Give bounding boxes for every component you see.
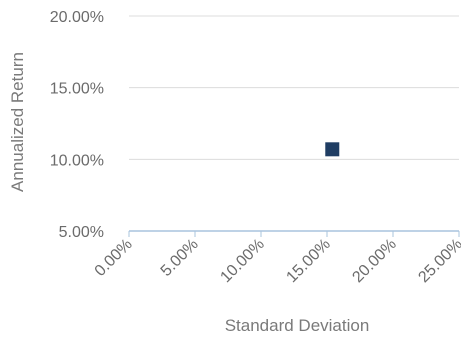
data-points [325, 142, 340, 157]
x-axis-title: Standard Deviation [225, 316, 370, 335]
y-tick-label: 10.00% [50, 152, 104, 169]
x-tick-label: 0.00% [92, 236, 136, 280]
x-axis [128, 230, 460, 237]
x-tick-label: 25.00% [415, 236, 461, 286]
data-point [325, 142, 340, 157]
x-tick-label: 10.00% [217, 236, 267, 286]
x-tick-label: 15.00% [283, 236, 333, 286]
y-tick-label: 20.00% [50, 9, 104, 26]
grid-lines [129, 15, 459, 160]
x-tick-label: 20.00% [349, 236, 399, 286]
y-axis-title: Annualized Return [8, 52, 27, 192]
y-tick-labels: 5.00% 10.00% 15.00% 20.00% [50, 9, 104, 241]
x-tick-labels: 0.00% 5.00% 10.00% 15.00% 20.00% 25.00% [92, 236, 461, 286]
x-tick-label: 5.00% [158, 236, 202, 280]
y-tick-label: 5.00% [59, 224, 104, 241]
y-tick-label: 15.00% [50, 81, 104, 98]
